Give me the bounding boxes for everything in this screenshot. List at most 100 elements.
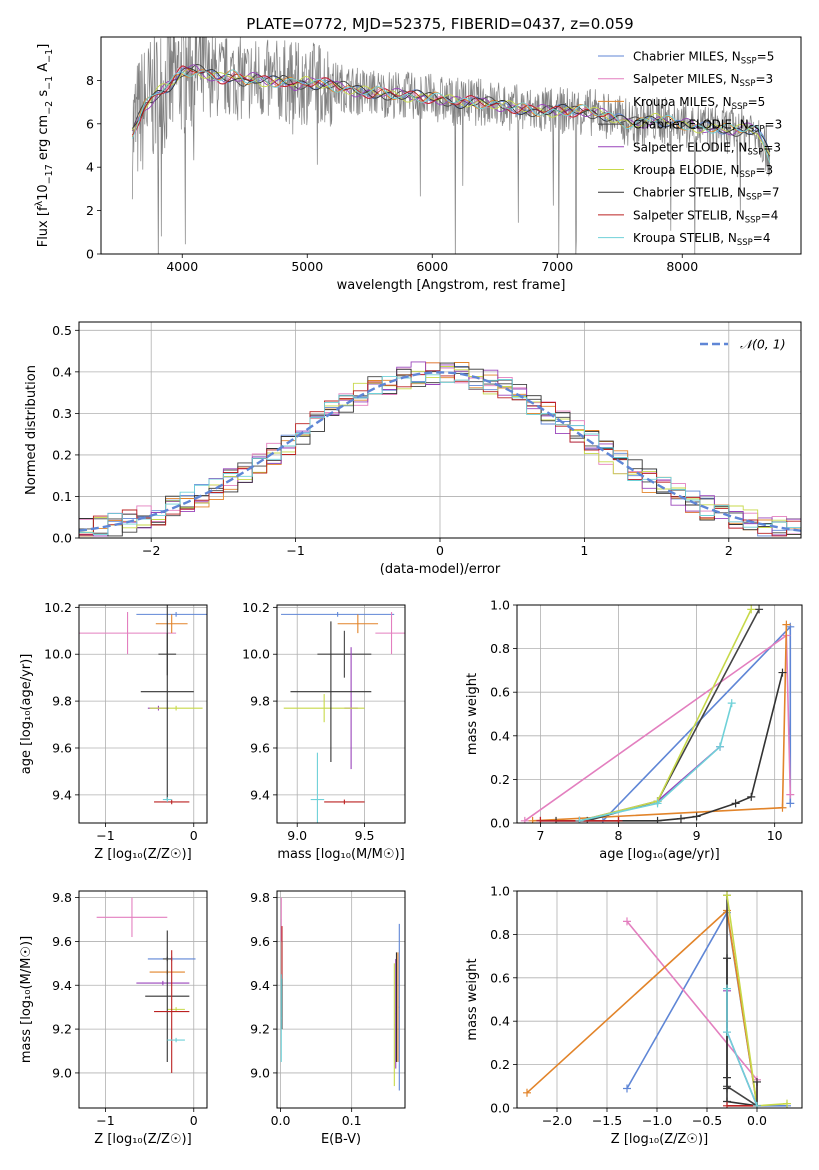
residuals-ytick-label: 0.2	[52, 447, 72, 462]
weight-vs-age-ytick-label: 0.0	[490, 816, 510, 831]
weight-vs-age-ytick-label: 0.4	[490, 728, 510, 743]
weight-vs-Z-xtick-label: −2.0	[542, 1113, 572, 1128]
weight-vs-Z-xlabel: Z [log₁₀(Z/Z☉)]	[611, 1132, 708, 1147]
residuals-xtick-label: 0	[436, 543, 444, 558]
age-vs-Z-ylabel: age [log₁₀(age/yr)]	[19, 654, 34, 775]
age-vs-Z-plot-area	[79, 605, 207, 805]
legend-name: Chabrier MILES, N	[633, 50, 741, 64]
mass-vs-EBV-xtick-label: 0.0	[271, 1113, 291, 1128]
age-vs-Z-xtick-label: −1	[96, 828, 114, 843]
age-vs-Z-ytick-label: 10.2	[44, 600, 72, 615]
residuals-ytick-label: 0.1	[52, 489, 72, 504]
weight-vs-age-frame	[516, 604, 803, 824]
weight-marker	[747, 605, 756, 614]
weight-marker	[653, 816, 662, 823]
age-vs-Z-ytick-label: 9.6	[52, 740, 72, 755]
legend-sub: SSP	[740, 170, 756, 180]
weight-marker	[723, 891, 731, 900]
spectrum-plot-area	[131, 37, 771, 254]
legend-eq: =3	[765, 118, 783, 132]
residuals-xlabel: (data-model)/error	[380, 562, 501, 577]
weight-series-line	[532, 624, 788, 822]
age-vs-mass-xlabel: mass [log₁₀(M/M☉)]	[277, 847, 404, 862]
weight-marker	[676, 814, 685, 823]
chart-weight-vs-Z: −2.0 −1.5 −1.0 −0.5 0.0 0.0 0.2 0.4 0.6 0.8 1.0 Z […	[465, 884, 803, 1147]
weight-series-line	[579, 702, 733, 822]
weight-vs-age-xtick-label: 9	[693, 828, 701, 843]
weight-marker	[727, 699, 736, 708]
legend-eq: =3	[755, 72, 773, 86]
residuals-ylabel: Normed distribution	[24, 365, 39, 495]
weight-marker	[614, 816, 623, 823]
chart-spectrum: 4000 5000 6000 7000 8000 0 2 4 6 8 wavelength [Ang…	[34, 36, 802, 293]
legend-entry: Kroupa ELODIE, NSSP=3	[633, 163, 773, 180]
weight-marker	[716, 742, 725, 751]
mass-vs-Z-xtick-label: −1	[96, 1113, 114, 1128]
residuals-xtick-label: 1	[580, 543, 588, 558]
weight-marker	[723, 1073, 731, 1082]
mass-vs-EBV-plot-area	[280, 897, 400, 1091]
weight-marker	[723, 1101, 731, 1108]
legend-entry: Chabrier ELODIE, NSSP=3	[633, 118, 782, 135]
legend-sub: SSP	[737, 238, 753, 248]
spectrum-ytick-label: 0	[86, 247, 94, 262]
age-vs-mass-ytick-label: 10.2	[242, 600, 270, 615]
figure-title: PLATE=0772, MJD=52375, FIBERID=0437, z=0…	[246, 15, 633, 33]
legend-sub: SSP	[741, 57, 757, 67]
weight-vs-Z-xtick-label: −1.5	[592, 1113, 622, 1128]
weight-marker	[536, 816, 545, 823]
mass-vs-Z-frame	[78, 890, 208, 1109]
spectrum-data-line	[131, 37, 771, 254]
weight-vs-age-ylabel: mass weight	[465, 673, 480, 755]
weight-vs-Z-ytick-label: 1.0	[490, 884, 510, 899]
legend-eq: =5	[757, 50, 775, 64]
age-vs-mass-ytick-label: 9.6	[250, 740, 270, 755]
weight-vs-Z-ytick-label: 0.4	[490, 1014, 510, 1029]
legend-entry: Chabrier STELIB, NSSP=7	[633, 186, 780, 203]
weight-vs-Z-xtick-label: 0.0	[747, 1113, 767, 1128]
weight-vs-age-ytick-label: 0.6	[490, 685, 510, 700]
residuals-ytick-label: 0.5	[52, 323, 72, 338]
weight-series-line	[579, 609, 752, 822]
legend-eq: =4	[753, 231, 771, 245]
residuals-ytick-label: 0.0	[52, 531, 72, 546]
chart-weight-vs-age: 7 8 9 10 0.0 0.2 0.4 0.6 0.8 1.0 age [log₁₀(age/yr…	[465, 598, 803, 862]
mass-vs-EBV-ytick-label: 9.8	[250, 890, 270, 905]
mass-vs-EBV-frame	[276, 890, 406, 1109]
legend-eq: =5	[748, 95, 766, 109]
residuals-ytick-label: 0.4	[52, 364, 72, 379]
legend-eq: =3	[763, 140, 781, 154]
residual-histogram-line	[79, 374, 801, 536]
spectrum-frame	[100, 36, 802, 255]
normal-curve	[79, 371, 801, 532]
weight-vs-Z-xtick-label: −0.5	[692, 1113, 722, 1128]
spectrum-ytick-label: 4	[86, 160, 94, 175]
weight-marker	[723, 1028, 731, 1037]
mass-vs-EBV-ytick-label: 9.6	[250, 934, 270, 949]
spectrum-xlabel: wavelength [Angstrom, rest frame]	[337, 278, 566, 293]
weight-vs-Z-ytick-label: 0.2	[490, 1057, 510, 1072]
legend-entry: Chabrier MILES, NSSP=5	[633, 50, 774, 67]
weight-marker	[528, 816, 537, 823]
mass-vs-Z-ytick-label: 9.4	[52, 978, 72, 993]
age-vs-Z-ytick-label: 9.4	[52, 787, 72, 802]
age-vs-Z-ytick-label: 9.8	[52, 694, 72, 709]
legend-entry: Kroupa MILES, NSSP=5	[633, 95, 765, 112]
weight-vs-age-xtick-label: 8	[615, 828, 623, 843]
age-vs-mass-xtick-label: 9.5	[355, 828, 375, 843]
spectrum-ytick-label: 6	[86, 116, 94, 131]
spectrum-ylabel-part: −2	[44, 101, 55, 115]
legend-sub: SSP	[732, 102, 748, 112]
weight-vs-Z-ylabel: mass weight	[465, 958, 480, 1040]
mass-vs-Z-ylabel: mass [log₁₀(M/M☉)]	[19, 936, 34, 1063]
weight-marker	[623, 1084, 631, 1093]
weight-marker	[747, 792, 756, 801]
mass-vs-EBV-xtick-label: 0.1	[342, 1113, 362, 1128]
spectrum-ylabel-part: 10	[36, 184, 51, 201]
legend-eq: =3	[755, 163, 773, 177]
mass-vs-Z-ytick-label: 9.6	[52, 934, 72, 949]
mass-vs-EBV-ytick-label: 9.0	[250, 1065, 270, 1080]
legend-name: Chabrier ELODIE, N	[633, 118, 749, 132]
weight-series-line	[556, 672, 784, 822]
